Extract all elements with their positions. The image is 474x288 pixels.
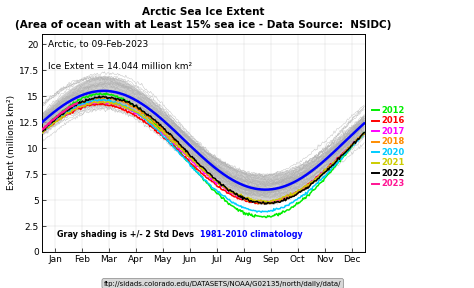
Text: Arctic, to 09-Feb-2023: Arctic, to 09-Feb-2023 [48,40,148,49]
Text: 1981-2010 climatology: 1981-2010 climatology [201,230,303,239]
Legend: 2012, 2016, 2017, 2018, 2020, 2021, 2022, 2023: 2012, 2016, 2017, 2018, 2020, 2021, 2022… [373,106,405,188]
Text: Gray shading is +/- 2 Std Devs: Gray shading is +/- 2 Std Devs [57,230,194,239]
Y-axis label: Extent (millions km²): Extent (millions km²) [7,95,16,190]
Text: Ice Extent = 14.044 million km²: Ice Extent = 14.044 million km² [48,62,192,71]
Title: Arctic Sea Ice Extent
(Area of ocean with at Least 15% sea ice - Data Source:  N: Arctic Sea Ice Extent (Area of ocean wit… [15,7,392,30]
Text: ftp://sidads.colorado.edu/DATASETS/NOAA/G02135/north/daily/data/: ftp://sidads.colorado.edu/DATASETS/NOAA/… [104,281,342,287]
